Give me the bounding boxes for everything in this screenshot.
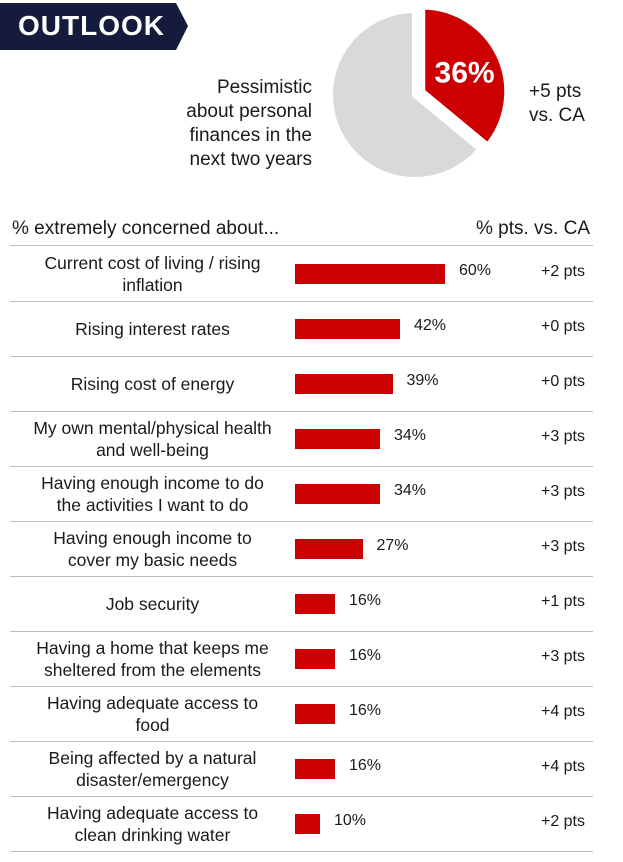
- bar-category-line: Rising interest rates: [75, 318, 230, 340]
- bar-category-label: Having enough income to cover my basic ne…: [20, 521, 285, 576]
- pie-caption-line: next two years: [112, 148, 312, 172]
- bar: [295, 594, 335, 614]
- bar-row: Having adequate access to food 16% +4 pts: [10, 686, 593, 742]
- bar-value-label: 39%: [407, 372, 439, 390]
- bar-value-label: 27%: [377, 537, 409, 555]
- pie-comparison: +5 pts vs. CA: [529, 80, 585, 128]
- bar-row: My own mental/physical health and well-be…: [10, 411, 593, 467]
- bar-row: Having enough income to do the activities…: [10, 466, 593, 522]
- bar-value-label: 34%: [394, 482, 426, 500]
- bar-value-label: 10%: [334, 812, 366, 830]
- bar-diff-label: +4 pts: [541, 703, 585, 721]
- bar-category-line: Having enough income to: [53, 527, 251, 549]
- bar-row: Rising cost of energy 39% +0 pts: [10, 356, 593, 412]
- bar-category-label: Having adequate access to food: [20, 686, 285, 741]
- bar-category-text: Having enough income to cover my basic ne…: [53, 527, 251, 571]
- bar-row: Rising interest rates 42% +0 pts: [10, 301, 593, 357]
- bar-category-label: Having enough income to do the activities…: [20, 466, 285, 521]
- bar-category-line: Being affected by a natural: [49, 747, 257, 769]
- pie-value-label: 36%: [435, 57, 495, 90]
- comparison-header: % pts. vs. CA: [476, 218, 590, 240]
- pie-chart: 36%: [320, 0, 530, 190]
- bar-diff-label: +3 pts: [541, 483, 585, 501]
- bar-category-line: cover my basic needs: [53, 549, 251, 571]
- bar: [295, 264, 445, 284]
- bar-value-label: 34%: [394, 427, 426, 445]
- bar-category-text: Current cost of living / rising inflation: [45, 252, 261, 296]
- bar-diff-label: +0 pts: [541, 373, 585, 391]
- bar-category-text: Rising cost of energy: [71, 373, 234, 395]
- bar: [295, 649, 335, 669]
- pie-comparison-line: vs. CA: [529, 104, 585, 128]
- bar-category-line: sheltered from the elements: [36, 659, 269, 681]
- bar-row: Job security 16% +1 pts: [10, 576, 593, 632]
- bar-category-line: Rising cost of energy: [71, 373, 234, 395]
- bar-category-text: Having adequate access to clean drinking …: [47, 802, 258, 846]
- bar-category-text: My own mental/physical health and well-be…: [33, 417, 271, 461]
- bar-category-line: Job security: [106, 593, 199, 615]
- bar-diff-label: +3 pts: [541, 648, 585, 666]
- bar-category-label: Current cost of living / rising inflation: [20, 246, 285, 301]
- bar-diff-label: +4 pts: [541, 758, 585, 776]
- bar: [295, 374, 393, 394]
- banner-title: OUTLOOK: [18, 10, 165, 42]
- bar: [295, 704, 335, 724]
- bar-category-text: Having enough income to do the activities…: [41, 472, 264, 516]
- bar-category-line: clean drinking water: [47, 824, 258, 846]
- pie-caption: Pessimistic about personal finances in t…: [112, 76, 312, 172]
- pie-caption-line: Pessimistic: [112, 76, 312, 100]
- bar-value-label: 16%: [349, 647, 381, 665]
- bar: [295, 539, 363, 559]
- pie-caption-line: about personal: [112, 100, 312, 124]
- bar-category-label: Having adequate access to clean drinking …: [20, 796, 285, 851]
- bar-diff-label: +2 pts: [541, 813, 585, 831]
- bar-diff-label: +2 pts: [541, 263, 585, 281]
- bar-category-line: disaster/emergency: [49, 769, 257, 791]
- bar-category-line: food: [47, 714, 258, 736]
- bar-diff-label: +1 pts: [541, 593, 585, 611]
- bar-category-line: Having adequate access to: [47, 692, 258, 714]
- bar-row: Having adequate access to clean drinking …: [10, 796, 593, 852]
- bar-diff-label: +0 pts: [541, 318, 585, 336]
- bar-category-label: Job security: [20, 576, 285, 631]
- bar-category-text: Rising interest rates: [75, 318, 230, 340]
- bar-row: Having enough income to cover my basic ne…: [10, 521, 593, 577]
- bar-category-label: Rising interest rates: [20, 301, 285, 356]
- bar-category-line: and well-being: [33, 439, 271, 461]
- bar-category-line: inflation: [45, 274, 261, 296]
- bar-value-label: 16%: [349, 592, 381, 610]
- bar-value-label: 16%: [349, 757, 381, 775]
- bar-category-label: Being affected by a natural disaster/emer…: [20, 741, 285, 796]
- bar-category-line: My own mental/physical health: [33, 417, 271, 439]
- bar-category-line: Current cost of living / rising: [45, 252, 261, 274]
- bar: [295, 484, 380, 504]
- bar-category-label: Having a home that keeps me sheltered fro…: [20, 631, 285, 686]
- bar-value-label: 16%: [349, 702, 381, 720]
- bar-value-label: 42%: [414, 317, 446, 335]
- bar: [295, 814, 320, 834]
- bar: [295, 759, 335, 779]
- pie-caption-line: finances in the: [112, 124, 312, 148]
- bar-category-line: Having adequate access to: [47, 802, 258, 824]
- bar-category-text: Job security: [106, 593, 199, 615]
- bar-category-label: My own mental/physical health and well-be…: [20, 411, 285, 466]
- bar-diff-label: +3 pts: [541, 538, 585, 556]
- bar-category-line: Having enough income to do: [41, 472, 264, 494]
- bar: [295, 319, 400, 339]
- bar-category-label: Rising cost of energy: [20, 356, 285, 411]
- bar-category-line: the activities I want to do: [41, 494, 264, 516]
- bar-category-text: Having adequate access to food: [47, 692, 258, 736]
- bar-diff-label: +3 pts: [541, 428, 585, 446]
- chart-title: % extremely concerned about...: [12, 218, 279, 240]
- bar-category-line: Having a home that keeps me: [36, 637, 269, 659]
- pie-comparison-line: +5 pts: [529, 80, 585, 104]
- bar-category-text: Having a home that keeps me sheltered fro…: [36, 637, 269, 681]
- bar-row: Current cost of living / rising inflation…: [10, 246, 593, 302]
- bar-category-text: Being affected by a natural disaster/emer…: [49, 747, 257, 791]
- bar-row: Being affected by a natural disaster/emer…: [10, 741, 593, 797]
- bar: [295, 429, 380, 449]
- bar-row: Having a home that keeps me sheltered fro…: [10, 631, 593, 687]
- bar-value-label: 60%: [459, 262, 491, 280]
